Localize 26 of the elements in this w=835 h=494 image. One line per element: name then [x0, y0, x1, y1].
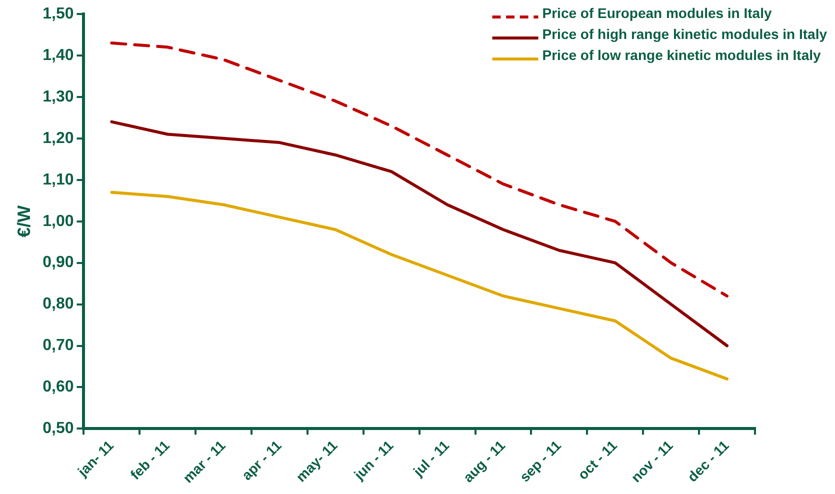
x-tick-label: oct - 11	[574, 437, 620, 483]
y-tick-label: 1,40	[42, 46, 74, 64]
y-tick-label: 0,50	[42, 420, 74, 438]
x-tick-label: aug - 11	[460, 437, 508, 486]
y-tick-label: 1,00	[42, 212, 74, 230]
y-tick-label: 1,10	[42, 171, 74, 188]
legend-label: Price of high range kinetic modules in Italy	[542, 26, 828, 42]
x-tick-label: nov - 11	[628, 437, 676, 486]
y-axis-title: €/W	[14, 205, 34, 238]
x-tick-label: jul - 11	[409, 437, 452, 480]
x-tick-label: dec - 11	[684, 437, 732, 485]
y-tick-label: 0,70	[42, 337, 74, 354]
y-tick-label: 1,50	[42, 5, 74, 22]
x-tick-label: jun - 11	[350, 437, 396, 484]
x-tick-label: jan- 11	[74, 437, 117, 480]
x-tick-label: feb - 11	[127, 437, 173, 483]
y-tick-label: 0,90	[42, 254, 74, 272]
x-tick-label: sep - 11	[516, 437, 564, 485]
y-tick-label: 1,30	[42, 88, 74, 106]
legend-label: Price of low range kinetic modules in Italy	[542, 46, 821, 63]
legend-label: Price of European modules in Italy	[542, 4, 772, 21]
x-tick-label: apr - 11	[238, 437, 285, 484]
y-tick-label: 1,20	[42, 130, 74, 147]
x-tick-label: mar - 11	[180, 437, 229, 486]
y-tick-label: 0,60	[42, 378, 74, 396]
y-tick-label: 0,80	[42, 296, 74, 313]
